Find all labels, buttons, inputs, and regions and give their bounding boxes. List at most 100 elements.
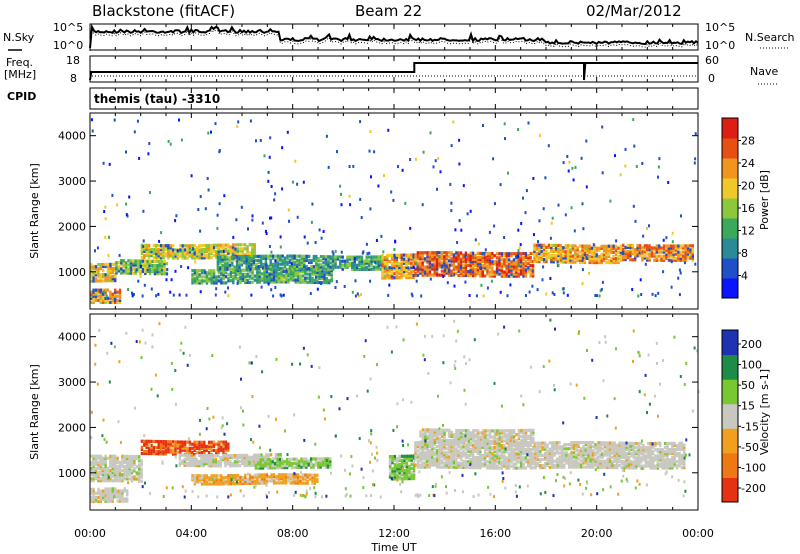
velocity-cell bbox=[522, 452, 525, 456]
velocity-cell bbox=[188, 463, 191, 468]
velocity-cell bbox=[221, 456, 225, 460]
power-speckle bbox=[581, 282, 584, 285]
velocity-cell bbox=[181, 459, 184, 463]
power-cell bbox=[196, 277, 199, 281]
power-cell bbox=[631, 243, 634, 248]
power-cell bbox=[231, 263, 234, 267]
power-cell bbox=[388, 260, 391, 264]
velocity-cell bbox=[285, 457, 289, 461]
power-cell bbox=[276, 266, 280, 270]
power-cell bbox=[274, 264, 277, 268]
power-cell bbox=[505, 258, 508, 262]
velocity-cell bbox=[190, 457, 194, 461]
power-cell bbox=[325, 270, 329, 275]
velocity-cell bbox=[121, 462, 124, 467]
power-speckle bbox=[484, 248, 487, 252]
power-cell bbox=[435, 267, 439, 271]
power-cell bbox=[160, 260, 164, 264]
power-cell bbox=[317, 267, 320, 271]
velocity-cell bbox=[575, 449, 578, 453]
velocity-cell bbox=[214, 458, 218, 462]
power-cell bbox=[426, 255, 429, 259]
power-cell bbox=[239, 274, 242, 279]
power-cell bbox=[686, 252, 690, 256]
power-speckle bbox=[280, 294, 283, 298]
velocity-cell bbox=[555, 457, 559, 461]
velocity-cell bbox=[606, 457, 609, 461]
velocity-cell bbox=[412, 477, 416, 481]
power-cell bbox=[235, 265, 239, 269]
velocity-cell bbox=[314, 457, 318, 461]
velocity-cell bbox=[531, 466, 535, 470]
velocity-cell bbox=[412, 462, 416, 466]
power-cell bbox=[600, 244, 603, 248]
velocity-cell bbox=[443, 453, 446, 457]
power-cell bbox=[251, 270, 254, 274]
power-cell bbox=[421, 253, 424, 257]
power-cell bbox=[588, 260, 591, 265]
velocity-cell bbox=[577, 457, 580, 461]
power-cell bbox=[395, 257, 399, 261]
velocity-cell bbox=[488, 458, 492, 462]
power-cell bbox=[431, 267, 434, 271]
power-cell bbox=[120, 259, 123, 263]
power-cell bbox=[111, 298, 114, 302]
velocity-cell bbox=[312, 463, 315, 467]
power-cell bbox=[607, 258, 611, 263]
velocity-cell bbox=[114, 464, 117, 468]
velocity-cell bbox=[459, 445, 463, 449]
velocity-cell bbox=[102, 462, 105, 466]
power-cell bbox=[146, 267, 149, 271]
velocity-cell bbox=[126, 469, 129, 473]
velocity-cell bbox=[198, 480, 201, 484]
power-cell bbox=[445, 269, 448, 273]
velocity-cell bbox=[560, 455, 564, 459]
power-cell bbox=[486, 258, 489, 262]
velocity-cell bbox=[207, 458, 210, 462]
velocity-cell bbox=[326, 463, 330, 467]
velocity-cell bbox=[400, 471, 404, 475]
power-cell bbox=[358, 255, 361, 259]
velocity-cell bbox=[226, 460, 230, 464]
velocity-cell bbox=[546, 459, 549, 463]
power-cell bbox=[169, 252, 172, 256]
velocity-cell bbox=[596, 447, 600, 451]
power-cell bbox=[90, 271, 93, 275]
power-cell bbox=[323, 279, 326, 283]
velocity-cell bbox=[426, 455, 429, 459]
velocity-cell bbox=[104, 479, 107, 483]
velocity-cell bbox=[510, 460, 513, 464]
power-cell bbox=[132, 259, 135, 263]
power-speckle bbox=[382, 250, 385, 254]
power-speckle bbox=[562, 291, 565, 295]
power-cell bbox=[106, 288, 110, 292]
power-speckle bbox=[237, 120, 240, 124]
velocity-cell bbox=[197, 453, 201, 458]
power-cell bbox=[462, 255, 465, 259]
power-cell bbox=[148, 267, 152, 272]
power-cell bbox=[614, 250, 618, 254]
velocity-cell bbox=[452, 455, 456, 459]
power-cell bbox=[545, 251, 548, 256]
power-cell bbox=[229, 273, 233, 277]
power-cell bbox=[581, 260, 584, 264]
velocity-cell bbox=[594, 459, 597, 463]
velocity-cell bbox=[104, 497, 107, 501]
power-cell bbox=[423, 259, 427, 263]
velocity-cell bbox=[205, 480, 209, 484]
power-speckle bbox=[302, 180, 305, 184]
velocity-cell bbox=[133, 455, 136, 459]
velocity-cell bbox=[214, 462, 218, 466]
velocity-cell bbox=[615, 464, 619, 468]
power-cell bbox=[353, 255, 356, 259]
velocity-cell bbox=[207, 440, 211, 444]
power-cell bbox=[193, 256, 196, 260]
velocity-cell bbox=[398, 475, 401, 479]
velocity-cell bbox=[236, 462, 239, 466]
power-cell bbox=[519, 262, 523, 266]
power-cell bbox=[559, 248, 563, 252]
velocity-cell bbox=[398, 471, 401, 475]
power-speckle bbox=[632, 204, 635, 208]
power-cell bbox=[143, 253, 146, 258]
power-cell bbox=[431, 265, 434, 269]
